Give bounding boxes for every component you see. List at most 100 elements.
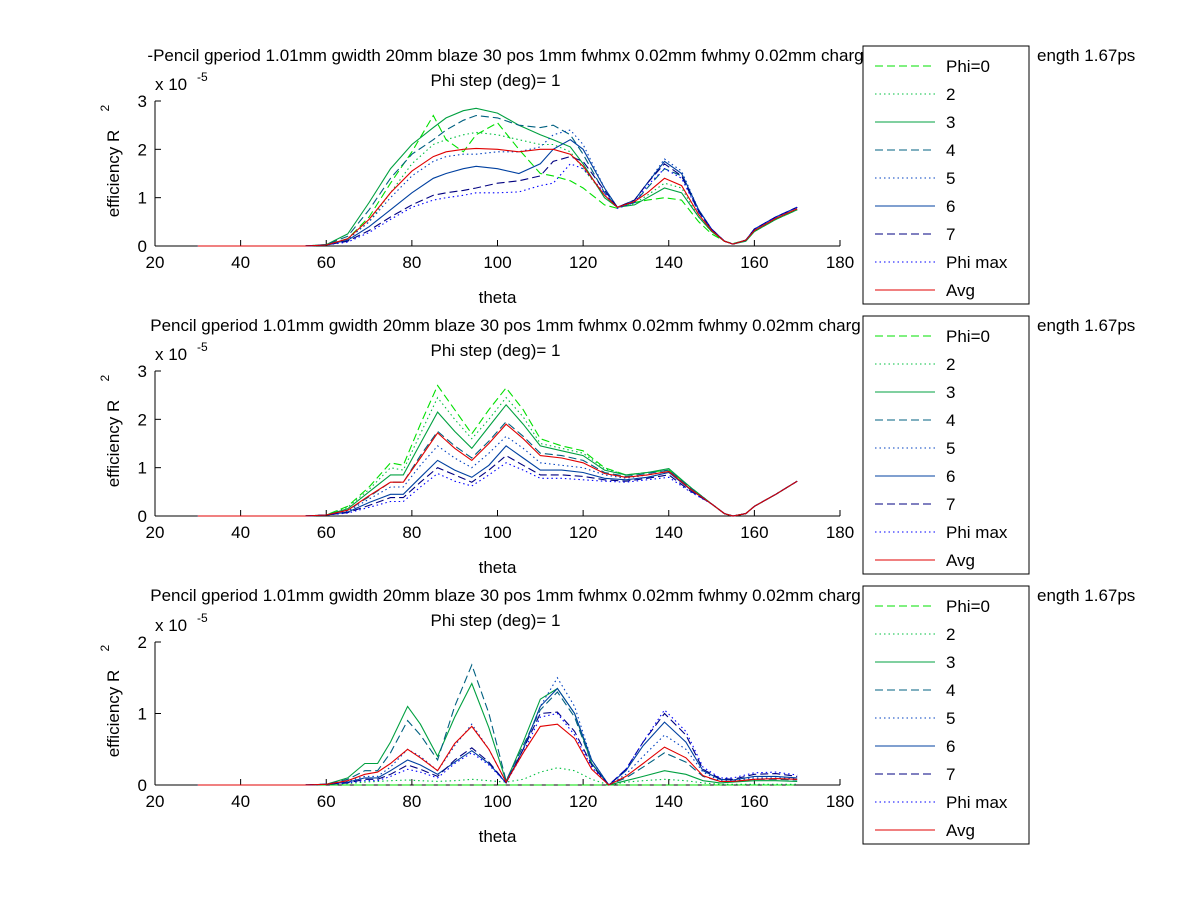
legend-label: 5 [946,169,955,188]
x-tick-label: 40 [231,792,250,811]
legend-label: 4 [946,411,955,430]
x-tick-label: 100 [483,792,511,811]
y-exponent-power: -5 [197,340,208,354]
y-tick-label: 2 [138,140,147,159]
series-line-5 [197,435,798,517]
x-tick-label: 140 [655,523,683,542]
legend-label: Phi max [946,253,1008,272]
series-line-9 [197,147,798,247]
x-tick-label: 100 [483,523,511,542]
x-tick-label: 160 [740,253,768,272]
y-tick-label: 1 [138,705,147,724]
legend-label: 5 [946,439,955,458]
x-tick-label: 20 [146,253,165,272]
x-tick-label: 40 [231,523,250,542]
legend-label: Avg [946,551,975,570]
series-line-7 [197,711,798,786]
legend-label: 2 [946,625,955,644]
legend-label: Avg [946,281,975,300]
legend-label: 5 [946,709,955,728]
y-axis-label-superscript: 2 [98,375,112,382]
x-tick-label: 180 [826,792,854,811]
x-tick-label: 80 [402,253,421,272]
x-tick-label: 120 [569,523,597,542]
x-tick-label: 40 [231,253,250,272]
x-axis-label: theta [479,827,517,846]
x-tick-label: 120 [569,253,597,272]
y-exponent-power: -5 [197,70,208,84]
x-tick-label: 120 [569,792,597,811]
subplot-3: 20 40 60 80 100 120 140 160 180 0 1 2 x 10 -5 theta eff… [98,585,1135,846]
x-tick-label: 60 [317,523,336,542]
title-line1-tail: ength 1.67ps [1037,46,1135,65]
x-tick-label: 80 [402,792,421,811]
series-line-6 [197,687,798,786]
x-tick-label: 60 [317,792,336,811]
legend-label: 3 [946,113,955,132]
y-exponent-label: x 10 [155,616,187,635]
series-line-6 [197,445,798,517]
series-line-8 [197,462,798,517]
x-tick-label: 80 [402,523,421,542]
x-tick-label: 60 [317,253,336,272]
legend-box [862,45,1030,305]
title-line2: Phi step (deg)= 1 [431,611,561,630]
series-line-4 [197,421,798,517]
y-tick-label: 0 [138,237,147,256]
subplot-2: 20 40 60 80 100 120 140 160 180 0 1 2 3 x 10 -5 theta ef… [98,315,1135,577]
y-tick-label: 2 [138,633,147,652]
title-line1-tail: ength 1.67ps [1037,316,1135,335]
y-tick-label: 2 [138,410,147,429]
series-line-3 [197,403,798,517]
series-line-3 [197,682,798,786]
y-tick-label: 3 [138,92,147,111]
x-tick-label: 180 [826,523,854,542]
title-line1: -Pencil gperiod 1.01mm gwidth 20mm blaze… [147,46,863,65]
y-axis-label: efficiency R [104,670,123,758]
x-axis-label: theta [479,288,517,307]
series-line-8 [197,163,798,247]
title-line1-tail: ength 1.67ps [1037,586,1135,605]
series-line-5 [197,676,798,786]
legend-label: 7 [946,765,955,784]
legend-label: Phi max [946,523,1008,542]
y-exponent-label: x 10 [155,345,187,364]
x-axis-label: theta [479,558,517,577]
legend-label: 2 [946,85,955,104]
legend-label: 3 [946,383,955,402]
series-line-1 [197,384,798,517]
legend-label: 3 [946,653,955,672]
y-tick-label: 1 [138,459,147,478]
x-tick-label: 20 [146,792,165,811]
y-axis-label-superscript: 2 [98,105,112,112]
y-exponent-power: -5 [197,611,208,625]
legend-label: 7 [946,495,955,514]
series-line-4 [197,663,798,786]
legend-label: Phi=0 [946,597,990,616]
x-tick-label: 180 [826,253,854,272]
series-line-9 [197,423,798,517]
legend-label: Phi=0 [946,327,990,346]
x-tick-label: 140 [655,792,683,811]
legend-label: Avg [946,821,975,840]
legend-label: 4 [946,141,955,160]
y-axis-label: efficiency R [104,130,123,218]
legend-box [862,315,1030,575]
x-tick-label: 100 [483,253,511,272]
series-line-2 [197,767,798,786]
series-line-9 [197,723,798,786]
legend-label: 6 [946,197,955,216]
legend-label: 7 [946,225,955,244]
x-tick-label: 140 [655,253,683,272]
y-tick-label: 3 [138,362,147,381]
legend: Phi=0 2 3 4 5 6 7 Phi max Avg [862,315,1030,575]
x-tick-label: 160 [740,792,768,811]
series-line-1 [197,114,798,247]
legend: Phi=0 2 3 4 5 6 7 Phi max Avg [862,45,1030,305]
series-line-7 [197,156,798,247]
y-tick-label: 1 [138,189,147,208]
legend-label: 4 [946,681,955,700]
legend-box [862,585,1030,845]
title-line2: Phi step (deg)= 1 [431,341,561,360]
y-exponent-label: x 10 [155,75,187,94]
